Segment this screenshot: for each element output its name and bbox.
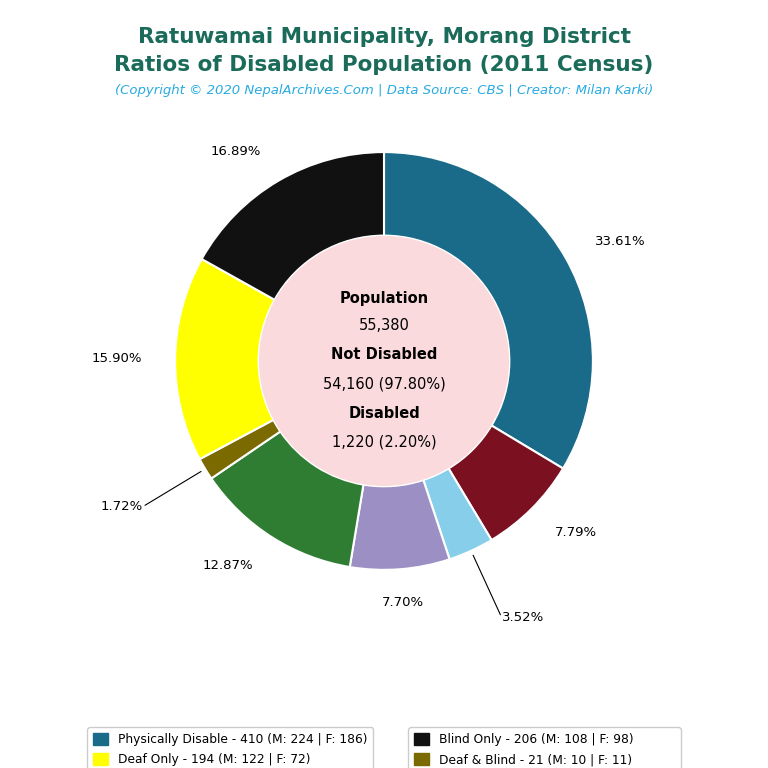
- Text: 33.61%: 33.61%: [595, 235, 646, 248]
- Wedge shape: [384, 152, 593, 468]
- Text: 1,220 (2.20%): 1,220 (2.20%): [332, 435, 436, 450]
- Wedge shape: [202, 152, 384, 300]
- Text: 3.52%: 3.52%: [502, 611, 544, 624]
- Text: 15.90%: 15.90%: [91, 352, 141, 365]
- Text: 7.79%: 7.79%: [555, 526, 598, 539]
- Wedge shape: [211, 432, 363, 567]
- Wedge shape: [423, 468, 492, 559]
- Wedge shape: [349, 480, 449, 570]
- Legend: Blind Only - 206 (M: 108 | F: 98), Deaf & Blind - 21 (M: 10 | F: 11), Mental - 9: Blind Only - 206 (M: 108 | F: 98), Deaf …: [408, 727, 680, 768]
- Text: Not Disabled: Not Disabled: [331, 347, 437, 362]
- Wedge shape: [449, 425, 563, 540]
- Wedge shape: [200, 420, 280, 478]
- Text: (Copyright © 2020 NepalArchives.Com | Data Source: CBS | Creator: Milan Karki): (Copyright © 2020 NepalArchives.Com | Da…: [115, 84, 653, 98]
- Text: 12.87%: 12.87%: [203, 558, 253, 571]
- Circle shape: [260, 237, 508, 485]
- Text: Disabled: Disabled: [348, 406, 420, 421]
- Text: Population: Population: [339, 291, 429, 306]
- Wedge shape: [175, 259, 275, 459]
- Text: 1.72%: 1.72%: [101, 500, 143, 513]
- Text: 16.89%: 16.89%: [211, 145, 261, 158]
- Text: 55,380: 55,380: [359, 318, 409, 333]
- Text: 54,160 (97.80%): 54,160 (97.80%): [323, 376, 445, 392]
- Text: Ratuwamai Municipality, Morang District: Ratuwamai Municipality, Morang District: [137, 27, 631, 47]
- Text: Ratios of Disabled Population (2011 Census): Ratios of Disabled Population (2011 Cens…: [114, 55, 654, 75]
- Text: 7.70%: 7.70%: [382, 596, 424, 609]
